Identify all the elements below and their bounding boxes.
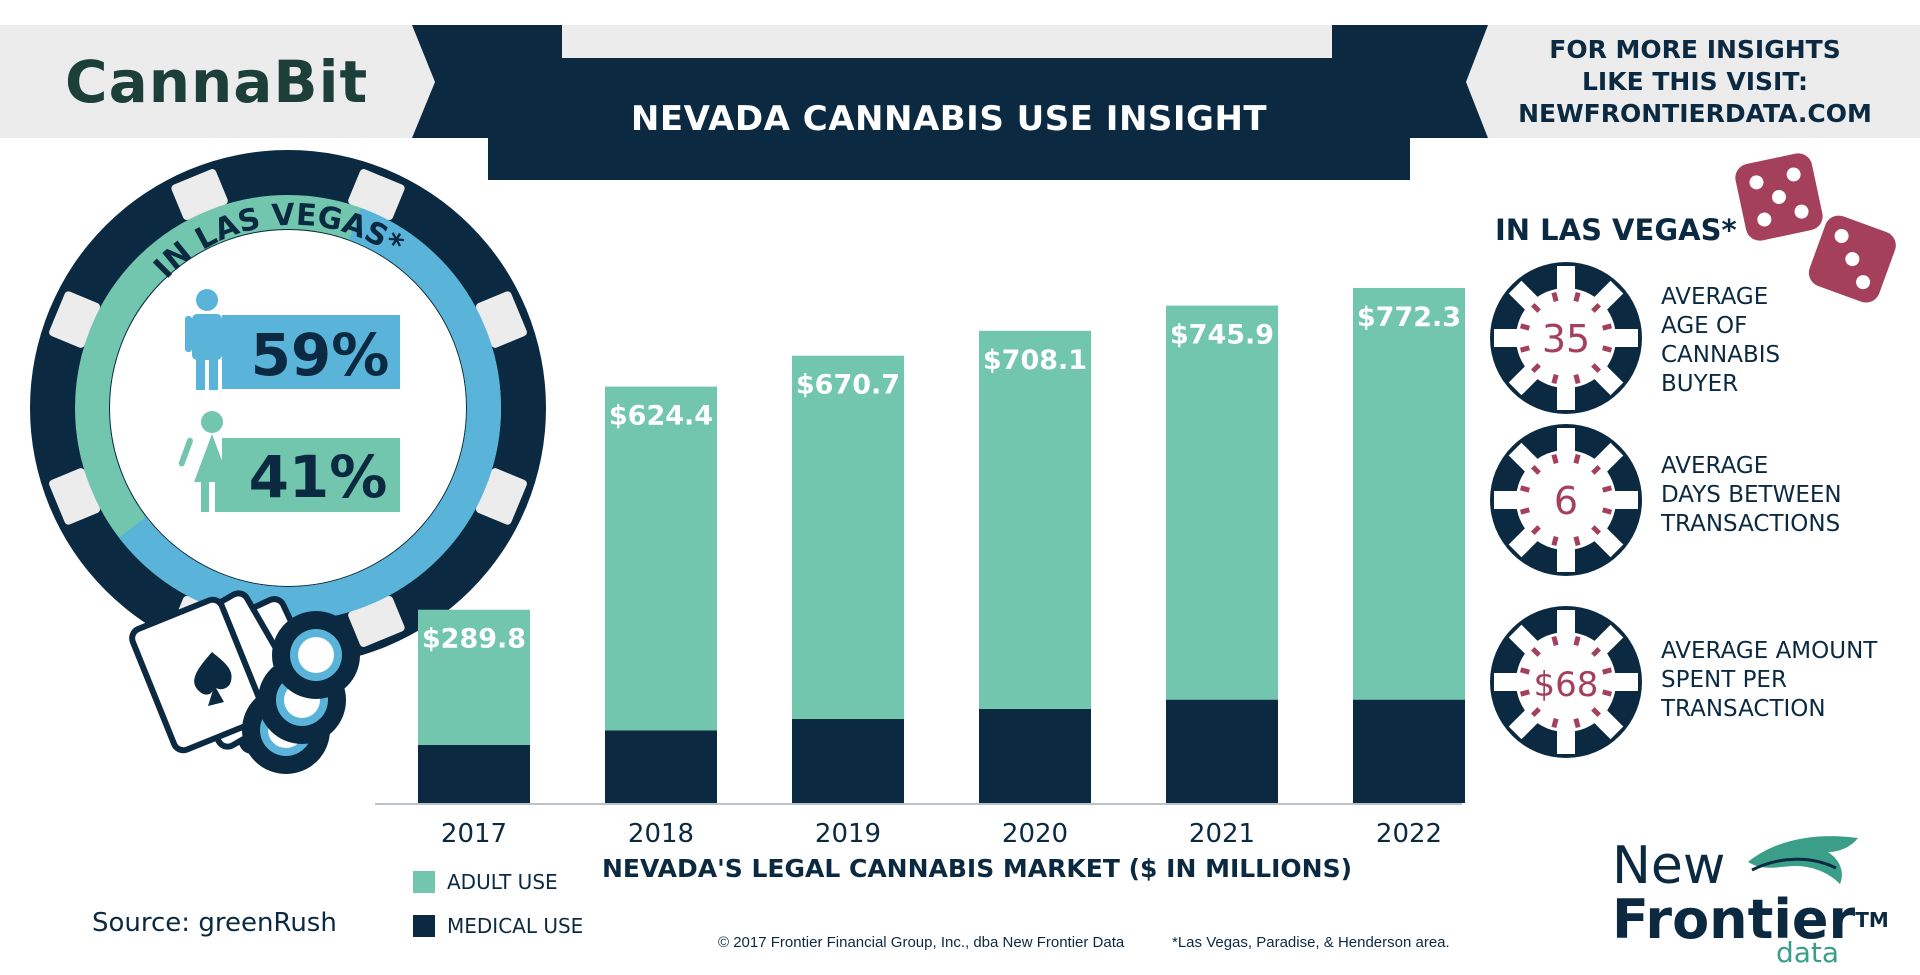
bar-chart: $289.8 2017 $624.4 2018 $670.7 2019 $708.1 2020… (375, 287, 1465, 849)
female-icon (178, 411, 246, 512)
chip-notch (49, 291, 101, 348)
legend-medical: MEDICAL USE (413, 914, 583, 938)
x-tick-label: 2018 (628, 819, 694, 849)
area-footnote: *Las Vegas, Paradise, & Henderson area. (1172, 934, 1450, 951)
male-percentage: 59% (251, 321, 390, 389)
stat-label-line: SPENT PER (1661, 667, 1787, 693)
bar-adult-2017 (418, 609, 530, 745)
x-tick-label: 2021 (1189, 819, 1255, 849)
bar-adult-2018 (605, 386, 717, 731)
x-tick-label: 2019 (815, 819, 881, 849)
x-tick-label: 2022 (1376, 819, 1442, 849)
copyright-note: © 2017 Frontier Financial Group, Inc., d… (718, 934, 1125, 951)
male-icon (185, 289, 229, 390)
stat-label-line: AVERAGE (1661, 284, 1769, 310)
legend-swatch-medical (413, 915, 435, 937)
stat-chip-3: $68 (1490, 606, 1642, 758)
nf-logo-frontier: Frontier (1612, 888, 1856, 951)
nf-logo-tm: TM (1855, 908, 1889, 932)
title-banner: NEVADA CANNABIS USE INSIGHT (488, 58, 1410, 180)
bar-medical-2017 (418, 744, 530, 803)
stat-chips: 35 6 $68 (1490, 262, 1642, 758)
nf-logo-frontier-row: FrontierTM (1612, 892, 1889, 948)
legend-label-medical: MEDICAL USE (447, 914, 584, 938)
insights-line-1: FOR MORE INSIGHTS (1549, 35, 1841, 64)
male-stat: 59% (185, 289, 400, 390)
bar-total-label: $772.3 (1357, 302, 1461, 333)
chip-notch (348, 595, 405, 647)
stat-chip-1: 35 (1490, 262, 1642, 414)
nf-logo-data: data (1776, 936, 1840, 969)
chip-notch (475, 468, 527, 525)
stat-chip-2: 6 (1490, 424, 1642, 576)
bar-total-label: $624.4 (609, 401, 713, 432)
stat-label-amount: AVERAGE AMOUNT SPENT PER TRANSACTION (1661, 637, 1877, 724)
stat-label-line: AGE OF (1661, 313, 1748, 339)
insights-line-2: LIKE THIS VISIT: (1581, 67, 1808, 96)
female-percentage: 41% (249, 443, 388, 511)
legend-adult: ADULT USE (413, 870, 558, 894)
nf-logo-new: New (1612, 836, 1726, 896)
bar-total-label: $670.7 (796, 370, 900, 401)
insights-line-3: NEWFRONTIERDATA.COM (1518, 99, 1872, 128)
dice-graphic (1735, 153, 1896, 303)
stat-label-line: AVERAGE AMOUNT (1661, 638, 1878, 664)
bar-adult-2019 (792, 355, 904, 719)
chip-notch (348, 169, 405, 221)
chip-notch (49, 468, 101, 525)
stat-label-line: CANNABIS (1661, 342, 1781, 368)
poker-chip-graphic: IN LAS VEGAS* (30, 150, 546, 666)
x-tick-label: 2020 (1002, 819, 1068, 849)
stats-title: IN LAS VEGAS* (1495, 213, 1737, 247)
cannabit-logo: CannaBit (65, 48, 369, 116)
stat-label-line: BUYER (1661, 371, 1739, 397)
female-stat: 41% (178, 411, 400, 512)
stat-value: 6 (1554, 479, 1578, 523)
chip-notch (475, 291, 527, 348)
stat-value: $68 (1534, 665, 1599, 705)
x-tick-label: 2017 (441, 819, 507, 849)
legend-swatch-adult (413, 871, 435, 893)
bar-adult-2021 (1166, 305, 1278, 700)
bar-adult-2022 (1353, 287, 1465, 700)
legend-label-adult: ADULT USE (447, 870, 558, 894)
bar-medical-2018 (605, 730, 717, 803)
bar-adult-2020 (979, 330, 1091, 709)
stat-label-line: DAYS BETWEEN (1661, 482, 1842, 508)
source-note: Source: greenRush (92, 908, 337, 938)
stat-value: 35 (1542, 317, 1590, 361)
stat-label-line: TRANSACTIONS (1661, 511, 1841, 537)
new-frontier-logo: New FrontierTM data (1612, 836, 1889, 969)
stat-label-line: TRANSACTION (1661, 696, 1826, 722)
stat-label-line: AVERAGE (1661, 453, 1769, 479)
bar-medical-2019 (792, 718, 904, 803)
bar-total-label: $745.9 (1170, 320, 1274, 351)
bar-total-label: $708.1 (983, 345, 1087, 376)
chart-title: NEVADA'S LEGAL CANNABIS MARKET ($ IN MIL… (602, 854, 1353, 883)
page-title: NEVADA CANNABIS USE INSIGHT (630, 99, 1268, 139)
bar-medical-2020 (979, 708, 1091, 803)
stat-label-age: AVERAGE AGE OF CANNABIS BUYER (1661, 283, 1780, 399)
insights-callout: FOR MORE INSIGHTS LIKE THIS VISIT: NEWFR… (1505, 34, 1885, 130)
chip-notch (171, 169, 228, 221)
bar-medical-2021 (1166, 699, 1278, 803)
bar-total-label: $289.8 (422, 624, 526, 655)
bar-medical-2022 (1353, 699, 1465, 803)
male-ring-segment (75, 195, 501, 621)
stat-label-days: AVERAGE DAYS BETWEEN TRANSACTIONS (1661, 452, 1842, 539)
small-chips-graphic (242, 611, 360, 774)
